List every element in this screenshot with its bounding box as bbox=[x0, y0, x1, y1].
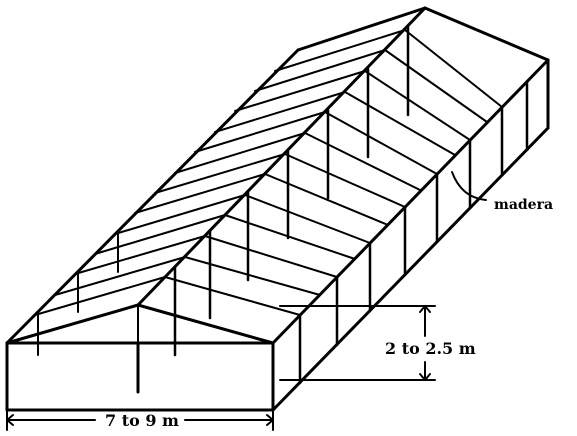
height-label: 2 to 2.5 m bbox=[385, 339, 476, 358]
roof-rafters-right bbox=[164, 29, 503, 316]
height-dimension bbox=[279, 305, 436, 381]
width-dimension bbox=[6, 387, 274, 431]
madera-label: madera bbox=[494, 197, 553, 213]
side-wall-posts bbox=[298, 80, 529, 385]
roof-rafters-left bbox=[34, 29, 406, 316]
interior-supports bbox=[173, 25, 410, 357]
width-label: 7 to 9 m bbox=[105, 411, 179, 430]
madera-leader bbox=[451, 171, 487, 201]
left-interior-posts bbox=[37, 230, 119, 356]
